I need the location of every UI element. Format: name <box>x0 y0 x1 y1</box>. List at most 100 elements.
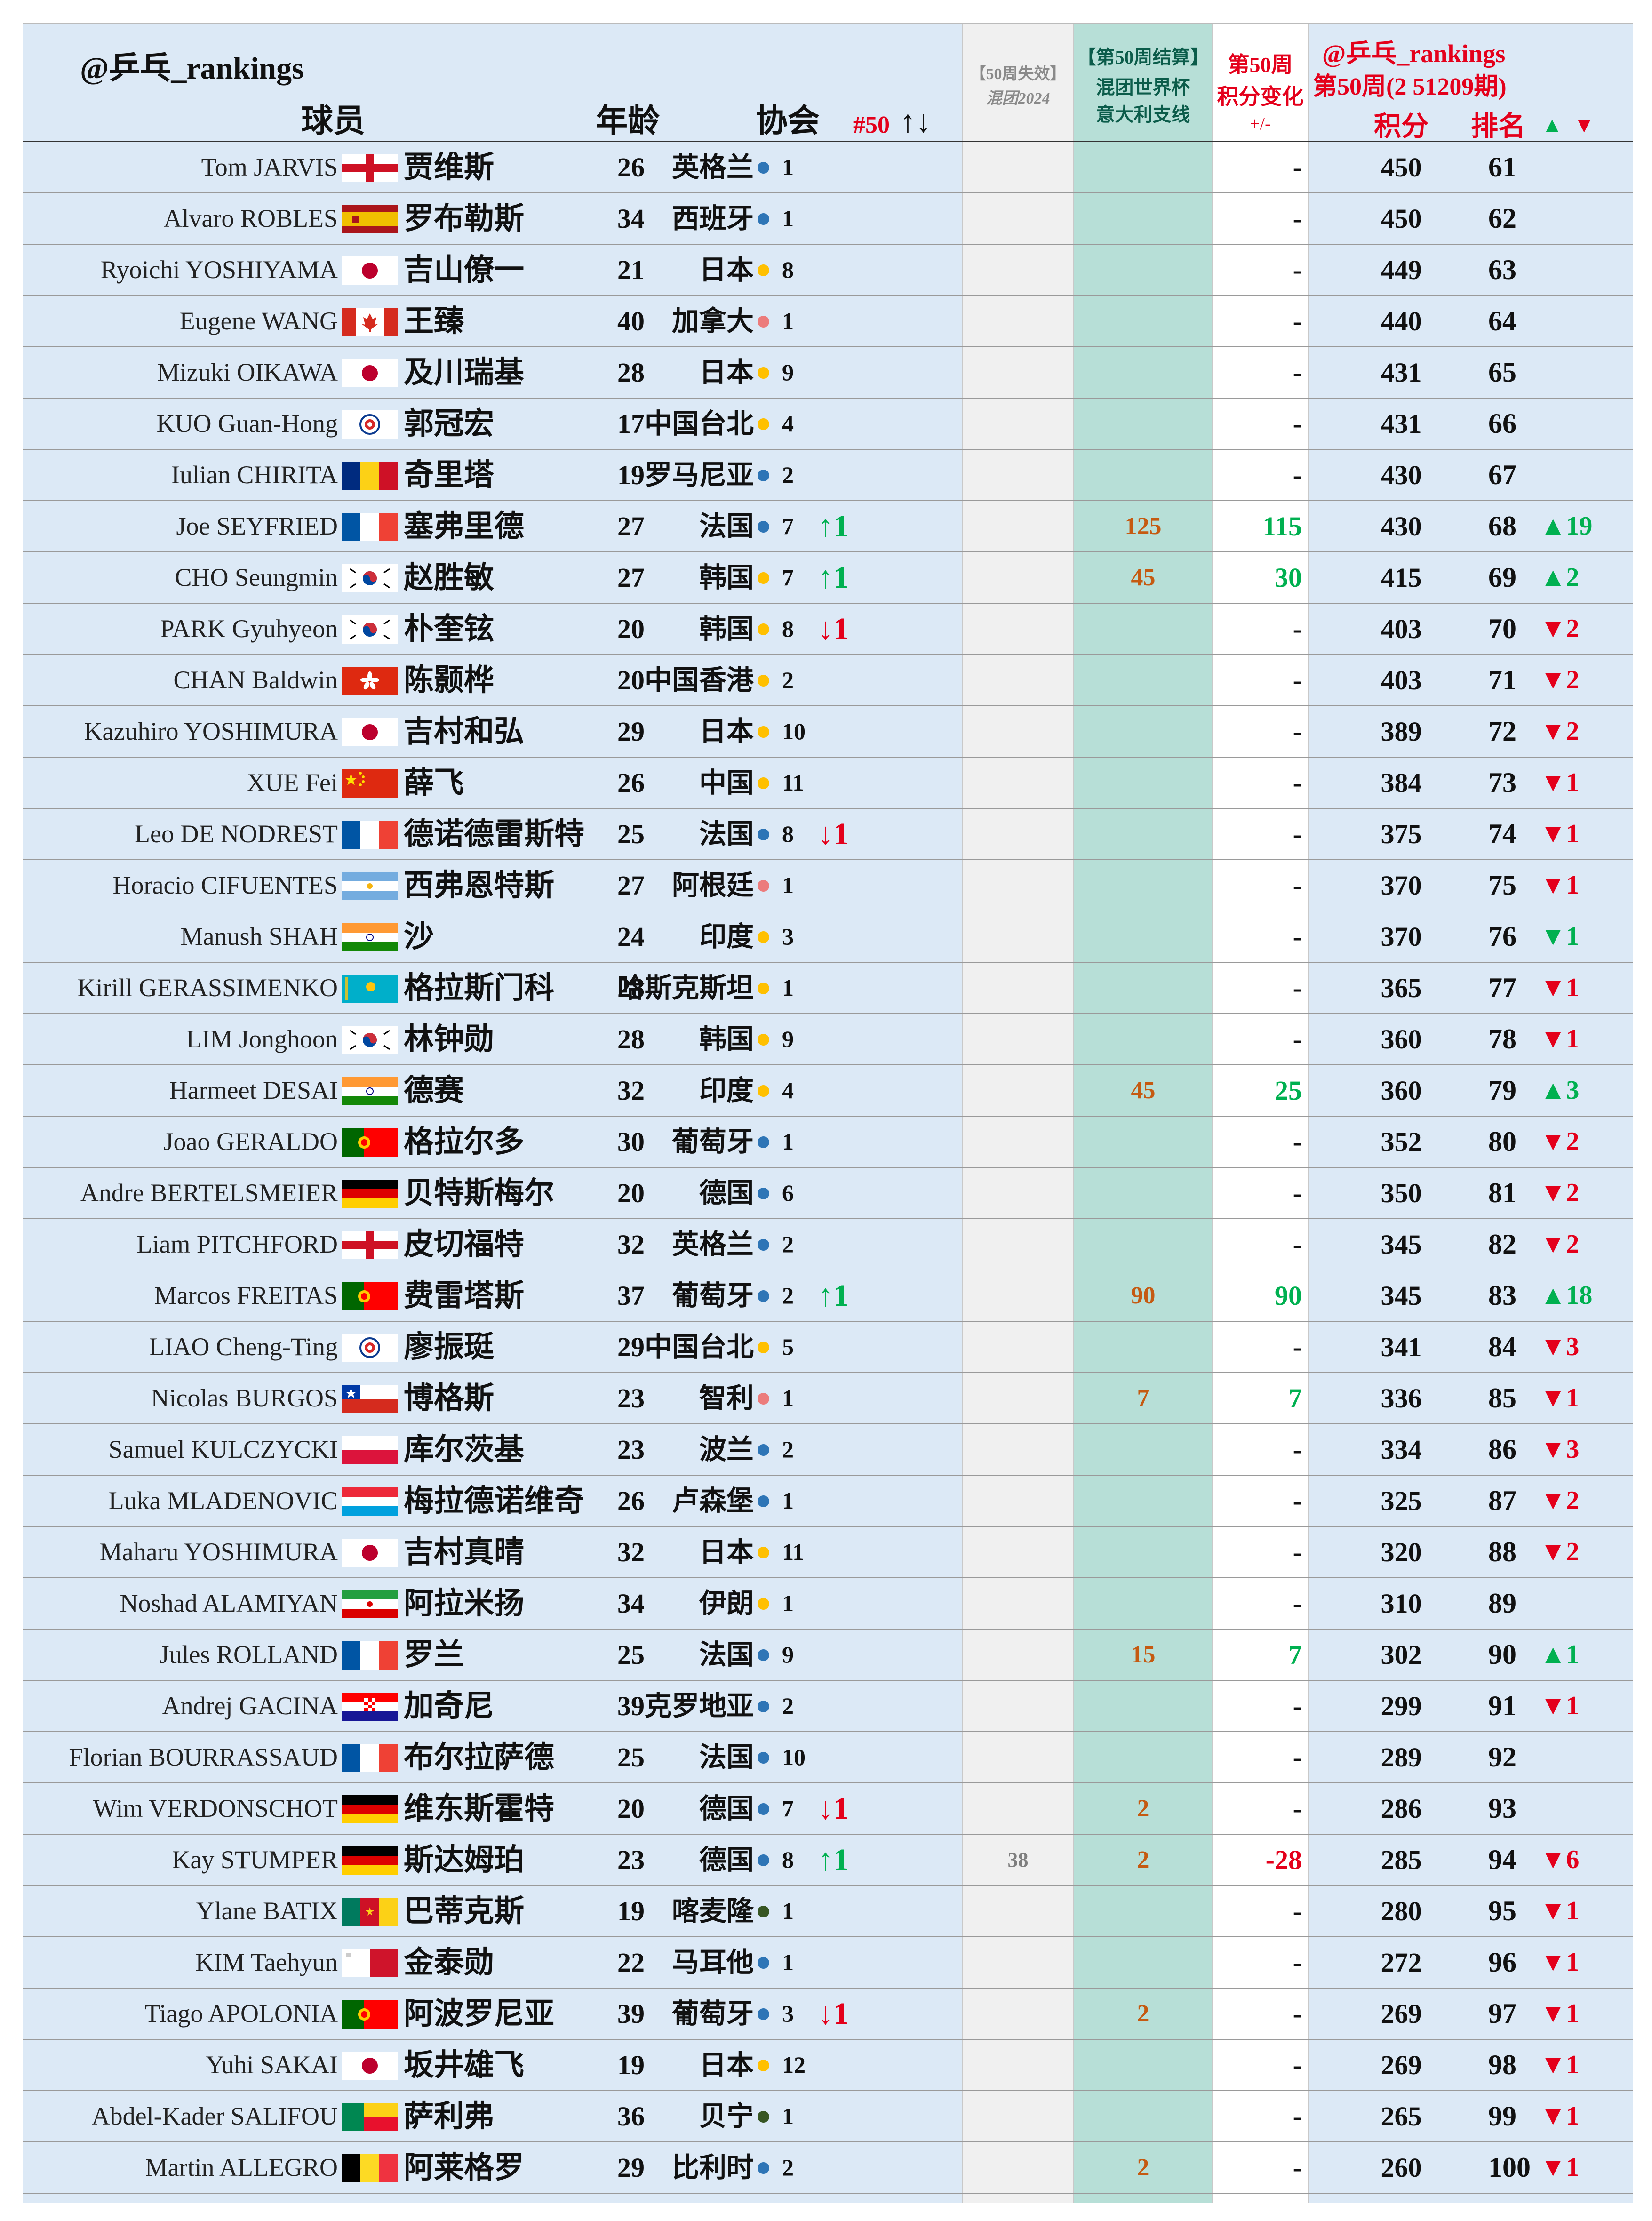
region-dot-icon <box>758 1649 769 1661</box>
player-english-name: Mizuki OIKAWA <box>157 358 338 386</box>
total-points: 430 <box>1381 460 1422 490</box>
total-points: 384 <box>1381 767 1422 798</box>
rank-number: 64 <box>1488 305 1516 336</box>
player-english-name: Samuel KULCZYCKI <box>108 1435 338 1463</box>
player-age: 27 <box>617 870 645 901</box>
region-dot-icon <box>758 880 769 892</box>
player-chinese-name: 贝特斯梅尔 <box>404 1176 554 1210</box>
world-cup-header-line1: 【第50周结算】 <box>1077 47 1209 68</box>
total-points: 265 <box>1381 2101 1422 2132</box>
player-english-name: Horacio CIFUENTES <box>112 871 338 899</box>
count-arrows-header: ↑↓ <box>900 104 931 139</box>
player-chinese-name: 阿拉米扬 <box>404 1587 524 1620</box>
table-row: CHO Seungmin 赵胜敏 27 韩国 7 ↑1 45 30 415 69 ▲2 <box>23 552 1633 604</box>
player-english-name: Maharu YOSHIMURA <box>99 1538 338 1566</box>
main-columns-background <box>23 23 962 2203</box>
player-chinese-name: 西弗恩特斯 <box>404 869 554 902</box>
player-age: 39 <box>617 1998 645 2029</box>
rank-movement: ▼1 <box>1540 922 1580 951</box>
appearance-count: 2 <box>782 1282 794 1309</box>
player-age: 34 <box>617 1588 645 1619</box>
player-age: 23 <box>617 1383 645 1414</box>
player-english-name: Ryoichi YOSHIYAMA <box>100 256 338 284</box>
player-age: 27 <box>617 562 645 593</box>
player-column-header: 球员 <box>301 103 366 139</box>
player-chinese-name: 皮切福特 <box>404 1228 524 1261</box>
table-row: LIAO Cheng-Ting 廖振珽 29 中国台北 5 - 341 84 ▼3 <box>23 1322 1633 1373</box>
region-dot-icon <box>758 470 769 481</box>
total-points: 440 <box>1381 306 1422 336</box>
player-english-name: Kazuhiro YOSHIMURA <box>84 717 338 745</box>
appearance-count: 2 <box>782 462 794 488</box>
points-change: - <box>1293 665 1302 695</box>
points-change: - <box>1293 1691 1302 1721</box>
table-row: KUO Guan-Hong 郭冠宏 17 中国台北 4 - 431 66 <box>23 399 1633 450</box>
expired-points-column-background <box>962 23 1074 2203</box>
appearance-count-header: #50 <box>853 112 890 138</box>
player-association: 西班牙 <box>671 203 754 234</box>
table-row: Joe SEYFRIED 塞弗里德 27 法国 7 ↑1 125 115 430 68 ▲19 <box>23 501 1633 552</box>
table-row: Kazuhiro YOSHIMURA 吉村和弘 29 日本 10 - 389 72 ▼2 <box>23 706 1633 758</box>
rank-number: 69 <box>1488 562 1516 593</box>
player-english-name: Alvaro ROBLES <box>163 204 338 232</box>
appearance-count: 2 <box>782 2154 794 2181</box>
player-association: 韩国 <box>699 1024 754 1055</box>
player-age: 25 <box>617 1639 645 1670</box>
rank-number: 94 <box>1488 1844 1516 1875</box>
player-age: 32 <box>617 1537 645 1567</box>
player-english-name: Iulian CHIRITA <box>171 461 338 489</box>
region-dot-icon <box>758 2111 769 2123</box>
player-english-name: Noshad ALAMIYAN <box>120 1589 338 1617</box>
rank-movement: ▼2 <box>1540 614 1580 643</box>
points-change: - <box>1293 2152 1302 2183</box>
rank-movement: ▼2 <box>1540 1230 1580 1259</box>
player-chinese-name: 巴蒂克斯 <box>404 1894 524 1928</box>
player-association: 英格兰 <box>671 152 754 183</box>
england-flag <box>342 1231 398 1259</box>
table-row: PARK Gyuhyeon 朴奎铉 20 韩国 8 ↓1 - 403 70 ▼2 <box>23 604 1633 655</box>
rank-movement: ▲3 <box>1540 1076 1580 1105</box>
points-change: - <box>1293 1126 1302 1157</box>
table-row: Kirill GERASSIMENKO 格拉斯门科 28 哈斯克斯坦 1 - 365 77 ▼1 <box>23 963 1633 1014</box>
player-chinese-name: 坂井雄飞 <box>404 2048 524 2082</box>
player-association: 贝宁 <box>699 2101 754 2132</box>
croatia-flag <box>342 1693 398 1721</box>
points-change: - <box>1293 1434 1302 1465</box>
player-age: 28 <box>617 357 645 388</box>
region-dot-icon <box>758 264 769 276</box>
rank-number: 79 <box>1488 1075 1516 1106</box>
table-row: Abdel-Kader SALIFOU 萨利弗 36 贝宁 1 - 265 99 ▼1 <box>23 2091 1633 2142</box>
total-points: 345 <box>1381 1280 1422 1311</box>
total-points: 370 <box>1381 870 1422 901</box>
table-row: Ylane BATIX 巴蒂克斯 19 喀麦隆 1 - 280 95 ▼1 <box>23 1886 1633 1937</box>
player-age: 26 <box>617 152 645 183</box>
appearance-count: 1 <box>782 872 794 898</box>
player-english-name: Joe SEYFRIED <box>176 512 338 540</box>
region-dot-icon <box>758 1290 769 1302</box>
region-dot-icon <box>758 572 769 584</box>
region-dot-icon <box>758 367 769 379</box>
india-flag <box>342 1077 398 1105</box>
rank-movement: ▼1 <box>1540 1999 1580 2028</box>
player-english-name: Harmeet DESAI <box>169 1076 338 1104</box>
player-age: 19 <box>617 1896 645 1926</box>
player-association: 德国 <box>699 1845 754 1875</box>
player-english-name: Abdel-Kader SALIFOU <box>91 2102 338 2130</box>
player-english-name: Martin ALLEGRO <box>145 2153 338 2181</box>
region-dot-icon <box>758 675 769 687</box>
player-association: 印度 <box>699 921 754 952</box>
player-chinese-name: 格拉斯门科 <box>404 971 554 1005</box>
table-row: LIM Jonghoon 林钟勋 28 韩国 9 - 360 78 ▼1 <box>23 1014 1633 1065</box>
rank-movement: ▼3 <box>1540 1332 1580 1361</box>
region-dot-icon <box>758 1906 769 1917</box>
rank-number: 96 <box>1488 1947 1516 1978</box>
player-age: 29 <box>617 2152 645 2183</box>
total-points: 430 <box>1381 511 1422 542</box>
player-age: 25 <box>617 1742 645 1773</box>
appearance-count: 8 <box>782 256 794 283</box>
rank-number: 66 <box>1488 408 1516 439</box>
appearance-count: 5 <box>782 1334 794 1360</box>
player-association: 德国 <box>699 1178 754 1208</box>
rank-movement: ▼1 <box>1540 819 1580 848</box>
points-change: - <box>1293 408 1302 439</box>
